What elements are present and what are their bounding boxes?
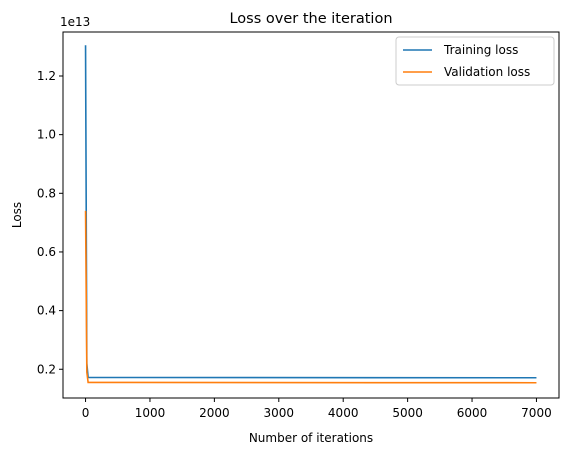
x-tick-label: 0 xyxy=(82,406,90,420)
y-tick-label: 1.2 xyxy=(37,69,56,83)
series-line-0 xyxy=(84,45,537,379)
y-tick-label: 0.2 xyxy=(37,362,56,376)
x-tick-label: 4000 xyxy=(328,406,359,420)
x-axis-ticks: 0 1000 2000 3000 4000 5000 6000 7000 xyxy=(82,398,552,420)
y-tick-label: 0.4 xyxy=(37,304,56,318)
y-tick-label: 0.6 xyxy=(37,245,56,259)
y-axis-label: Loss xyxy=(10,202,24,228)
x-axis-label: Number of iterations xyxy=(249,431,373,445)
plot-frame xyxy=(62,31,560,399)
y-offset-label: 1e13 xyxy=(60,15,90,29)
y-tick-label: 1.0 xyxy=(37,128,56,142)
legend-entry-training: Training loss xyxy=(443,43,518,57)
legend-entry-validation: Validation loss xyxy=(444,65,530,79)
y-axis-ticks: 0.2 0.4 0.6 0.8 1.0 1.2 xyxy=(37,69,63,376)
series-line-1 xyxy=(84,210,537,384)
plot-lines xyxy=(84,45,537,384)
x-tick-label: 5000 xyxy=(392,406,423,420)
legend: Training loss Validation loss xyxy=(395,36,555,86)
chart-title: Loss over the iteration xyxy=(229,11,392,27)
x-tick-label: 1000 xyxy=(135,406,166,420)
legend-box xyxy=(395,36,555,86)
x-tick-label: 3000 xyxy=(264,406,295,420)
y-tick-label: 0.8 xyxy=(37,186,56,200)
x-tick-label: 2000 xyxy=(199,406,230,420)
x-tick-label: 6000 xyxy=(457,406,488,420)
x-tick-label: 7000 xyxy=(521,406,552,420)
